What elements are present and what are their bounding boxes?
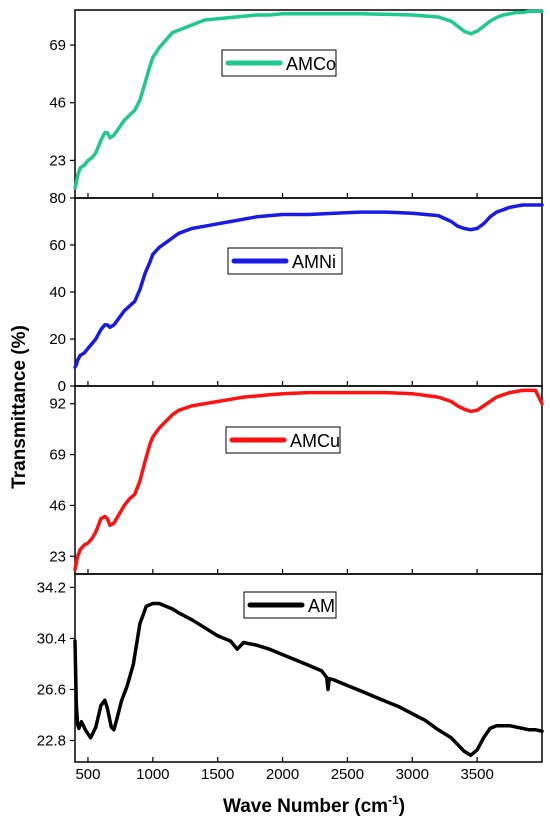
legend-amcu: AMCu <box>225 426 341 454</box>
legend-amco: AMCo <box>221 49 337 77</box>
legend-label: AMNi <box>292 252 336 272</box>
panel-amco: 23 46 69 AMCo <box>49 9 544 199</box>
x-tick-label: 500 <box>75 766 100 783</box>
y-tick-label: 69 <box>49 447 66 464</box>
y-tick-label: 30.4 <box>37 630 66 647</box>
y-tick-label: 69 <box>49 37 66 54</box>
panel-amcu: 23 46 69 92 AMCu <box>49 385 544 575</box>
y-axis-title: Transmittance (%) <box>9 325 30 489</box>
legend-label: AMCo <box>286 54 336 74</box>
legend-label: AM <box>308 596 335 616</box>
panel-am: 22.8 26.6 30.4 34.2 AM <box>37 573 544 763</box>
panel-frame <box>74 9 543 199</box>
y-tick-label: 0 <box>58 378 66 395</box>
y-tick-label: 60 <box>49 237 66 254</box>
y-tick-label: 34.2 <box>37 579 66 596</box>
x-axis-title-main: Wave Number (cm <box>223 796 388 817</box>
panel-frame <box>74 385 543 575</box>
legend-label: AMCu <box>290 431 340 451</box>
y-tick-label: 46 <box>49 95 66 112</box>
x-tick-label: 2500 <box>331 766 364 783</box>
legend-am: AM <box>243 591 337 619</box>
y-tick-label: 22.8 <box>37 733 66 750</box>
y-tick-label: 23 <box>49 152 66 169</box>
x-tick-label: 1000 <box>136 766 169 783</box>
y-tick-label: 92 <box>49 396 66 413</box>
y-tick-label: 80 <box>49 190 66 207</box>
x-tick-label: 2000 <box>266 766 299 783</box>
x-tick-label: 3500 <box>460 766 493 783</box>
series-line-amni <box>73 203 544 369</box>
x-tick-label: 1500 <box>201 766 234 783</box>
y-tick-label: 40 <box>49 284 66 301</box>
legend-amni: AMNi <box>227 247 343 275</box>
panel-frame <box>74 197 543 387</box>
x-axis-title-superscript: -1 <box>388 793 399 807</box>
x-axis-title-end: ) <box>399 796 405 817</box>
panel-amni: 0 20 40 60 80 AMNi <box>49 190 544 395</box>
x-axis-title: Wave Number (cm-1) <box>223 793 405 817</box>
series-line-amcu <box>73 388 544 572</box>
x-axis: 500 1000 1500 2000 2500 3000 3500 <box>75 766 493 783</box>
y-tick-label: 46 <box>49 497 66 514</box>
y-tick-label: 20 <box>49 331 66 348</box>
chart-panels: 234669AMCo020406080AMNi23466992AMCu22.82… <box>37 9 544 763</box>
series-line-am <box>73 601 544 758</box>
series-line-amco <box>73 9 544 190</box>
x-tick-label: 3000 <box>396 766 429 783</box>
y-tick-label: 23 <box>49 548 66 565</box>
y-tick-label: 26.6 <box>37 681 66 698</box>
